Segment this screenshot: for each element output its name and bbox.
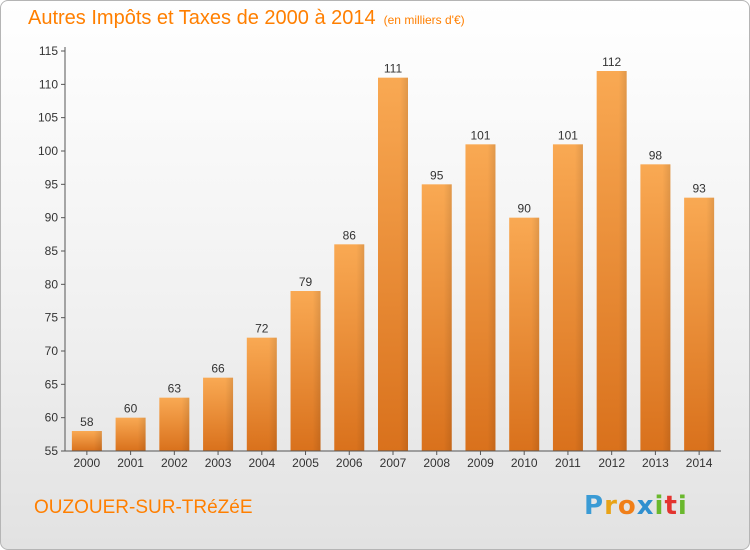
logo-letter: P: [584, 491, 605, 521]
bar-shade: [706, 197, 715, 451]
x-tick-label: 2014: [686, 456, 713, 470]
y-tick-label: 70: [45, 344, 59, 358]
x-tick-label: 2011: [555, 456, 581, 470]
bar-shade: [93, 431, 102, 451]
y-tick-label: 110: [39, 77, 58, 91]
y-tick-label: 100: [38, 144, 58, 158]
x-tick-label: 2007: [380, 456, 407, 470]
bar-shade: [662, 164, 671, 452]
y-tick-label: 55: [45, 444, 59, 458]
y-tick-label: 85: [45, 244, 59, 258]
bar-value-label: 98: [649, 148, 663, 162]
y-tick-label: 95: [45, 177, 59, 191]
logo-letter: o: [617, 491, 637, 521]
x-tick-label: 2009: [467, 456, 494, 470]
bar-shade: [531, 217, 540, 451]
bar-shade: [181, 397, 190, 451]
y-tick-label: 90: [45, 211, 59, 225]
x-tick-label: 2000: [74, 456, 101, 470]
bar-shade: [356, 244, 365, 451]
bar-shade: [225, 377, 234, 451]
chart-title: Autres Impôts et Taxes de 2000 à 2014 (en…: [28, 7, 465, 30]
bar-shade: [137, 417, 146, 451]
bar-shade: [574, 144, 583, 452]
title-text: Autres Impôts et Taxes de 2000 à 2014: [28, 7, 376, 29]
x-axis: 2000 2001 2002 2003 2004 2005 2006 2007 2008 2009…: [65, 450, 721, 470]
x-tick-label: 2002: [161, 456, 188, 470]
bar-shade: [268, 337, 277, 451]
x-tick-label: 2008: [423, 456, 450, 470]
bar-value-label: 112: [602, 55, 621, 69]
bar-shade: [487, 144, 496, 452]
logo-letter: i: [677, 491, 688, 521]
logo-letter: t: [664, 491, 678, 521]
bar-value-label: 95: [430, 168, 444, 182]
bar-value-label: 63: [168, 382, 182, 396]
y-tick-label: 75: [45, 311, 59, 325]
bar-value-label: 60: [124, 402, 138, 416]
bar-shade: [443, 184, 452, 452]
bar-value-label: 111: [384, 62, 403, 76]
logo-letter: i: [654, 491, 665, 521]
x-tick-label: 2001: [117, 456, 144, 470]
x-tick-label: 2004: [248, 456, 275, 470]
bar-value-label: 66: [211, 362, 225, 376]
commune-name: OUZOUER-SUR-TRéZéE: [34, 497, 253, 518]
bar-value-label: 101: [470, 128, 490, 142]
proxiti-logo[interactable]: Proxiti: [584, 491, 688, 521]
bar-shade: [618, 71, 627, 451]
y-tick-label: 105: [38, 111, 58, 125]
bar-value-label: 90: [518, 202, 532, 216]
bar-value-label: 58: [80, 415, 94, 429]
y-tick-label: 60: [45, 411, 59, 425]
logo-letter: r: [604, 491, 618, 521]
x-tick-label: 2005: [292, 456, 319, 470]
y-axis: 55 60 65 70 75 80 85 90 95 100 105 110 115: [38, 44, 66, 458]
data-labels: 58 60 63 66 72 79 86 111 95 101 90 101 112 98 93: [80, 55, 706, 429]
bar-value-label: 79: [299, 275, 313, 289]
title-unit: (en milliers d'€): [383, 13, 465, 27]
y-tick-label: 115: [39, 44, 58, 58]
bar-shade: [312, 291, 321, 451]
bar-value-label: 101: [558, 128, 578, 142]
x-tick-label: 2010: [511, 456, 538, 470]
y-tick-label: 80: [45, 277, 59, 291]
bar-value-label: 72: [255, 322, 269, 336]
x-tick-label: 2006: [336, 456, 363, 470]
bar-value-label: 93: [692, 182, 706, 196]
y-tick-label: 65: [45, 377, 59, 391]
x-tick-label: 2012: [598, 456, 625, 470]
bar-shade: [400, 77, 408, 452]
bar-value-label: 86: [343, 228, 357, 242]
x-tick-label: 2003: [205, 456, 232, 470]
x-tick-label: 2013: [642, 456, 669, 470]
logo-letter: x: [636, 491, 655, 521]
bars: [71, 71, 715, 452]
